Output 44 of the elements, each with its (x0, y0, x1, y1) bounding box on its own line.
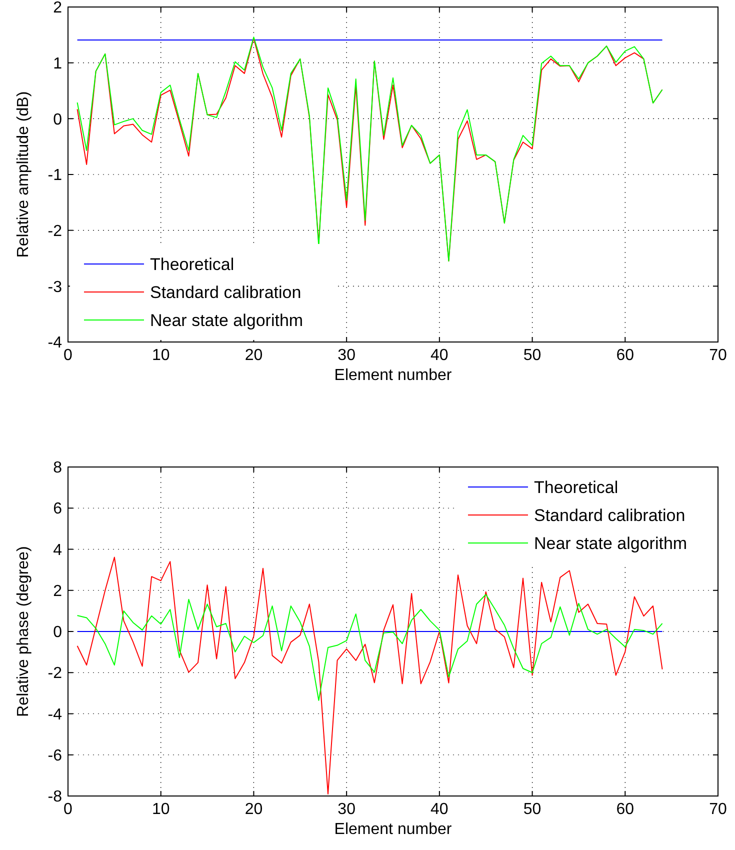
x-tick-label: 60 (616, 801, 634, 818)
y-axis-title: Relative amplitude (dB) (15, 91, 32, 258)
x-tick-label: 10 (152, 801, 170, 818)
y-axis-title: Relative phase (degree) (15, 546, 32, 717)
x-tick-label: 70 (709, 801, 727, 818)
line-series (76, 594, 663, 701)
y-tick-label: -1 (48, 167, 62, 184)
line-series (76, 556, 663, 794)
legend-label: Near state algorithm (534, 534, 688, 553)
y-tick-label: 0 (53, 111, 62, 128)
x-tick-label: 0 (64, 347, 73, 364)
y-tick-label: 0 (53, 624, 62, 642)
y-tick-label: -2 (48, 222, 62, 240)
x-axis-title: Element number (334, 821, 452, 838)
legend-label: Theoretical (534, 478, 618, 497)
x-tick-label: 0 (64, 801, 73, 818)
x-axis-title: Element number (334, 367, 452, 384)
legend-label: Theoretical (150, 254, 234, 274)
x-tick-label: 70 (709, 347, 727, 364)
x-tick-label: 30 (338, 801, 356, 818)
y-tick-label: -4 (48, 706, 62, 724)
y-tick-label: -8 (48, 788, 62, 806)
y-tick-label: 2 (53, 0, 62, 17)
y-tick-label: -4 (48, 334, 62, 352)
x-tick-label: 30 (338, 347, 356, 364)
y-tick-label: 6 (53, 500, 62, 518)
y-tick-label: -2 (48, 665, 62, 682)
x-tick-label: 40 (430, 801, 448, 818)
legend-label: Standard calibration (534, 506, 686, 525)
x-tick-label: 50 (523, 801, 542, 818)
x-tick-label: 60 (616, 347, 634, 364)
y-tick-label: 8 (53, 460, 62, 477)
legend-label: Near state algorithm (150, 310, 304, 330)
legend-label: Standard calibration (150, 282, 302, 302)
y-tick-label: 4 (53, 542, 62, 559)
x-tick-label: 50 (523, 347, 542, 364)
x-tick-label: 20 (244, 347, 263, 364)
x-tick-label: 20 (244, 801, 263, 818)
y-tick-label: 2 (53, 582, 62, 600)
y-tick-label: -3 (48, 278, 62, 296)
x-tick-label: 10 (152, 347, 170, 364)
y-tick-label: 1 (53, 55, 62, 72)
y-tick-label: -6 (48, 747, 62, 764)
x-tick-label: 40 (430, 347, 448, 364)
